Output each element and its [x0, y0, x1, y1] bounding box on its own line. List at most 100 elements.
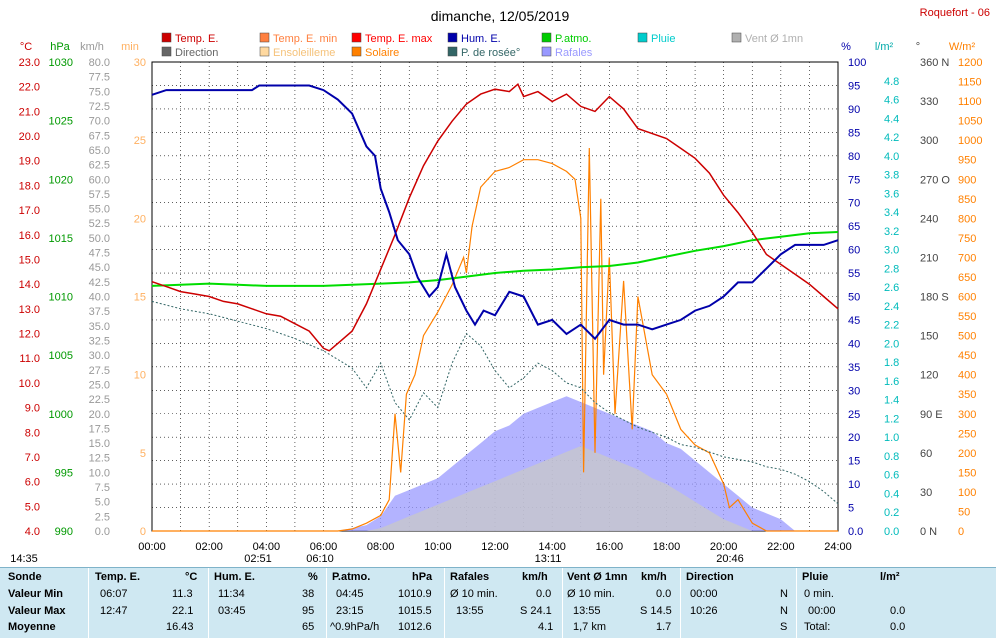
rain-tick: 0.8	[884, 451, 899, 463]
legend-label: Pluie	[651, 33, 675, 45]
humidity-tick: 35	[848, 362, 860, 374]
wind-tick: 15.0	[89, 438, 110, 450]
solar-tick: 350	[958, 389, 976, 401]
temp-value: 16.43	[166, 621, 194, 633]
direction-tick: 330	[920, 96, 938, 108]
direction-tick: 360 N	[920, 57, 949, 69]
solar-tick: 750	[958, 233, 976, 245]
rain-time: 00:00	[808, 605, 836, 617]
solar-tick: 200	[958, 448, 976, 460]
hum-value: 38	[302, 588, 315, 600]
wind-tick: 62.5	[89, 160, 110, 172]
wind-time: Ø 10 min.	[567, 588, 615, 600]
dir-value: S	[780, 621, 788, 633]
series-vent	[152, 446, 838, 531]
solar-tick: 550	[958, 311, 976, 323]
temp-time: 12:47	[100, 605, 128, 617]
solar-tick: 950	[958, 155, 976, 167]
humidity-tick: 25	[848, 409, 860, 421]
solar-tick: 400	[958, 370, 976, 382]
rain-tick: 1.4	[884, 395, 899, 407]
wind-tick: 47.5	[89, 248, 110, 260]
rain-tick: 1.8	[884, 357, 899, 369]
wind-tick: 0.0	[95, 526, 110, 538]
humidity-tick: 85	[848, 127, 860, 139]
direction-tick: 300	[920, 135, 938, 147]
x-tick: 24:00	[824, 541, 852, 553]
solar-tick: 500	[958, 331, 976, 343]
legend-swatch	[351, 32, 362, 43]
header-wind-unit: km/h	[641, 571, 667, 583]
humidity-tick: 70	[848, 198, 860, 210]
humidity-tick: 20	[848, 432, 860, 444]
temp-tick: 17.0	[19, 205, 40, 217]
pres-value: 1010.9	[398, 588, 432, 600]
legend-swatch	[447, 32, 458, 43]
wind-tick: 25.0	[89, 379, 110, 391]
wind-tick: 67.5	[89, 130, 110, 142]
pres-value: 1015.5	[398, 605, 432, 617]
solar-tick: 900	[958, 174, 976, 186]
temp-tick: 12.0	[19, 329, 40, 341]
wind-tick: 75.0	[89, 86, 110, 98]
header-hum-unit: %	[308, 571, 318, 583]
row-label: Moyenne	[8, 621, 56, 633]
direction-tick: 60	[920, 448, 932, 460]
temp-tick: 14.0	[19, 279, 40, 291]
humidity-tick: 0.0	[848, 526, 863, 538]
humidity-tick: 90	[848, 104, 860, 116]
solar-tick: 300	[958, 409, 976, 421]
solar-tick: 700	[958, 252, 976, 264]
temp-tick: 21.0	[19, 106, 40, 118]
rain-tick: 3.8	[884, 170, 899, 182]
pressure-tick: 1025	[49, 116, 73, 128]
temp-tick: 9.0	[25, 403, 40, 415]
legend-swatch	[731, 32, 742, 43]
rain-tick: 0.6	[884, 470, 899, 482]
pressure-tick: 1030	[49, 57, 73, 69]
sun-tick: 20	[134, 213, 146, 225]
axis-unit: W/m²	[949, 41, 976, 53]
header-gust: Rafales	[450, 571, 490, 583]
legend-swatch	[541, 32, 552, 43]
direction-tick: 0 N	[920, 526, 937, 538]
direction-tick: 150	[920, 331, 938, 343]
legend-label: P.atmo.	[555, 33, 592, 45]
temp-time: 06:07	[100, 588, 128, 600]
wind-tick: 5.0	[95, 497, 110, 509]
rain-tick: 3.2	[884, 226, 899, 238]
rain-tick: 0.4	[884, 488, 899, 500]
gust-value: 0.0	[536, 588, 552, 600]
solar-tick: 250	[958, 428, 976, 440]
gust-time: Ø 10 min.	[450, 588, 498, 600]
temp-tick: 23.0	[19, 57, 40, 69]
rain-tick: 4.0	[884, 151, 899, 163]
sun-tick: 10	[134, 370, 146, 382]
rain-tick: 1.6	[884, 376, 899, 388]
solar-tick: 150	[958, 467, 976, 479]
axis-unit: km/h	[80, 41, 104, 53]
sun-tick: 5	[140, 448, 146, 460]
temp-tick: 10.0	[19, 378, 40, 390]
legend-swatch	[161, 32, 172, 43]
pres-time: ^0.9hPa/h	[330, 621, 380, 633]
solar-tick: 850	[958, 194, 976, 206]
chart-title: dimanche, 12/05/2019	[431, 8, 570, 24]
dir-value: N	[780, 605, 788, 617]
wind-tick: 60.0	[89, 174, 110, 186]
wind-tick: 12.5	[89, 453, 110, 465]
x-tick: 04:00	[253, 541, 281, 553]
x-tick: 22:00	[767, 541, 795, 553]
dir-time: 10:26	[690, 605, 718, 617]
axis-unit: hPa	[50, 41, 70, 53]
rain-tick: 0.0	[884, 526, 899, 538]
humidity-tick: 15	[848, 456, 860, 468]
solar-tick: 1150	[958, 77, 982, 89]
wind-tick: 10.0	[89, 467, 110, 479]
wind-tick: 72.5	[89, 101, 110, 113]
pressure-tick: 1005	[49, 350, 73, 362]
wind-tick: 32.5	[89, 335, 110, 347]
series-hum-e-	[151, 84, 839, 341]
pressure-tick: 1000	[49, 409, 73, 421]
stats-table: Sonde Temp. E. °C Hum. E. % P.atmo. hPa …	[0, 567, 996, 638]
